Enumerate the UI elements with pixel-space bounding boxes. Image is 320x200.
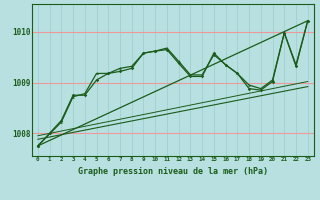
X-axis label: Graphe pression niveau de la mer (hPa): Graphe pression niveau de la mer (hPa) bbox=[78, 167, 268, 176]
